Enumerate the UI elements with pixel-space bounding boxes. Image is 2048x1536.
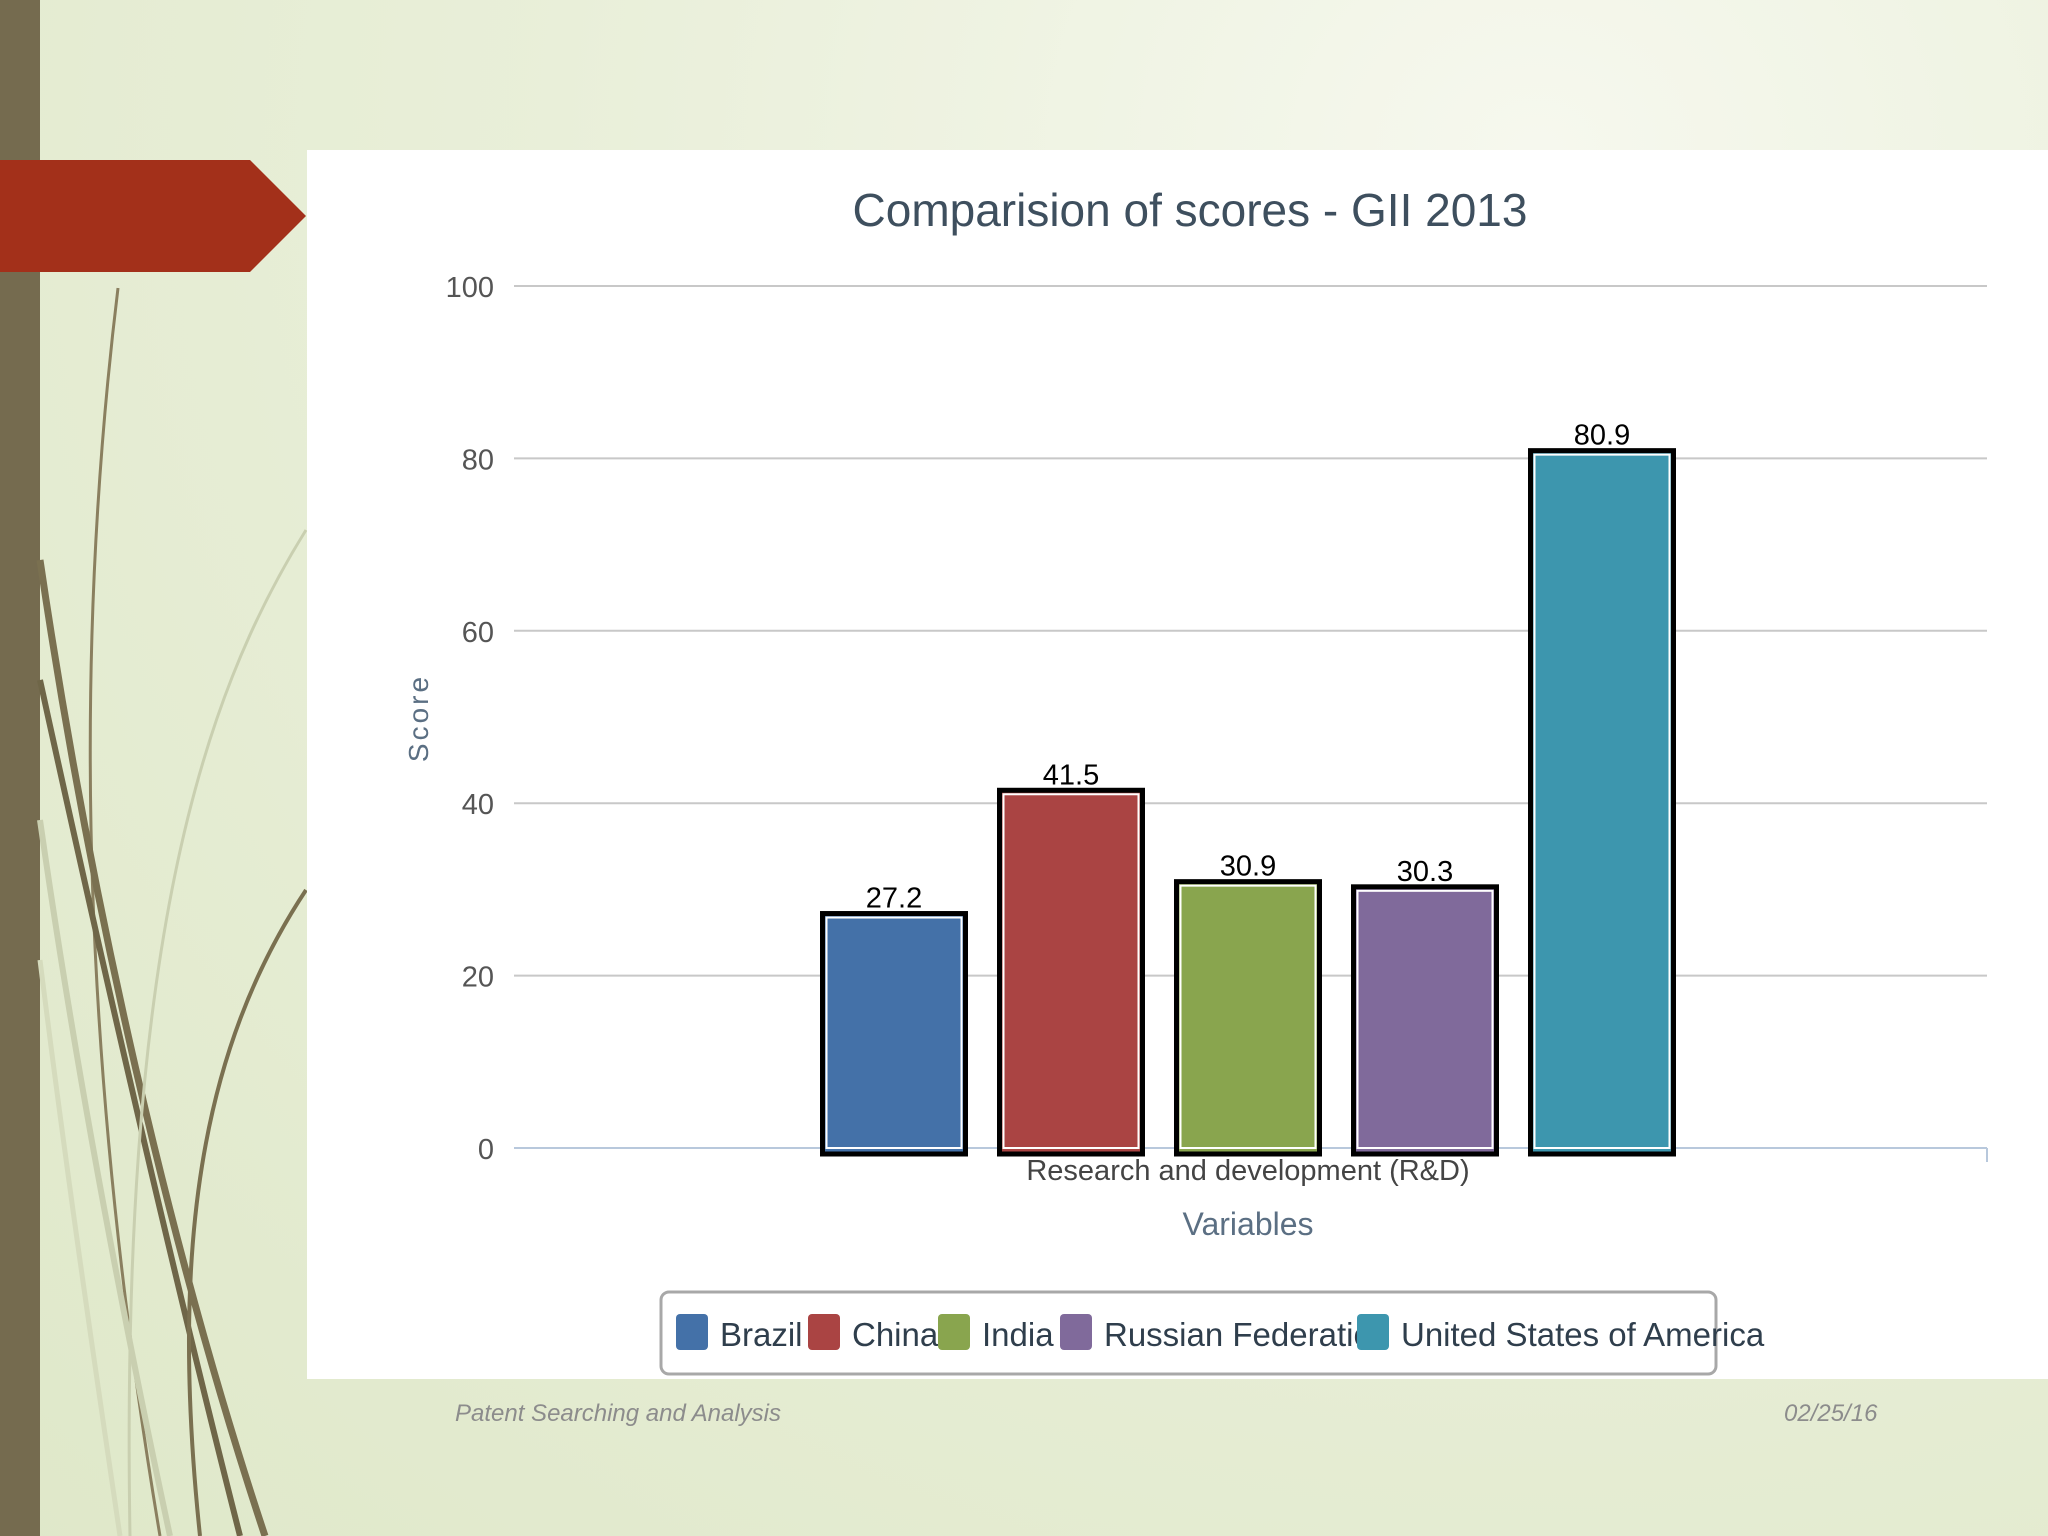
data-label: 30.9 [1220,851,1276,883]
bar-inner-border [825,916,963,1150]
y-tick-label: 40 [462,789,494,821]
bar-united-states-of-america [1528,448,1676,1157]
title-arrow-tab [0,160,306,272]
legend-label: India [982,1316,1054,1353]
x-axis-title: Variables [1182,1206,1313,1242]
bars [820,448,1676,1157]
y-tick-label: 80 [462,444,494,476]
bar-inner-border [1356,889,1494,1150]
footer-date: 02/25/16 [1784,1400,1878,1427]
y-tick-label: 20 [462,962,494,994]
legend-swatch [676,1314,708,1350]
data-label: 80.9 [1574,420,1630,452]
bar-russian-federation [1351,884,1499,1157]
bar-china [997,787,1145,1157]
legend-swatch [1060,1314,1092,1350]
bar-india [1174,879,1322,1157]
chart-panel: Comparision of scores - GII 2013 0 20 40 60… [307,150,2048,1379]
bar-brazil [820,911,968,1157]
legend-swatch [808,1314,840,1350]
legend: Brazil China India Russian Federation United… [659,1290,1765,1376]
y-tick-label: 100 [446,272,494,304]
bar-inner-border [1533,453,1671,1149]
data-label: 30.3 [1397,856,1453,888]
legend-label: Brazil [720,1316,803,1353]
legend-swatch [938,1314,970,1350]
legend-label: United States of America [1401,1316,1765,1353]
bar-inner-border [1002,793,1140,1150]
x-category-label: Research and development (R&D) [1026,1155,1469,1187]
y-axis-ticks: 0 20 40 60 80 100 [446,272,494,1166]
bar-inner-border [1179,884,1317,1150]
bar-chart: Comparision of scores - GII 2013 0 20 40 60… [403,184,1988,1376]
footer-title: Patent Searching and Analysis [455,1400,781,1427]
data-labels: 27.2 41.5 30.9 30.3 80.9 [866,420,1630,915]
gridlines [514,285,1988,1162]
y-axis-title: Score [403,674,434,762]
data-label: 27.2 [866,883,922,915]
y-tick-label: 60 [462,617,494,649]
legend-label: Russian Federation [1104,1316,1390,1353]
y-tick-label: 0 [478,1134,494,1166]
legend-label: China [852,1316,939,1353]
decorative-grass-lines [36,287,308,1536]
legend-swatch [1357,1314,1389,1350]
data-label: 41.5 [1043,759,1099,791]
legend-box [659,1290,1718,1376]
chart-title: Comparision of scores - GII 2013 [853,184,1528,236]
